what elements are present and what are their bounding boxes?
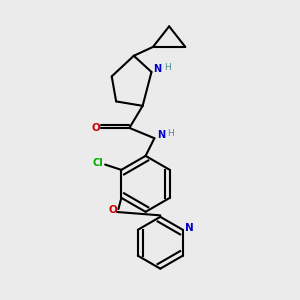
Text: H: H (167, 129, 174, 138)
Text: O: O (91, 123, 100, 133)
Text: O: O (108, 205, 117, 214)
Text: N: N (153, 64, 161, 74)
Text: Cl: Cl (92, 158, 103, 168)
Text: N: N (185, 223, 194, 233)
Text: N: N (157, 130, 165, 140)
Text: H: H (164, 63, 171, 72)
